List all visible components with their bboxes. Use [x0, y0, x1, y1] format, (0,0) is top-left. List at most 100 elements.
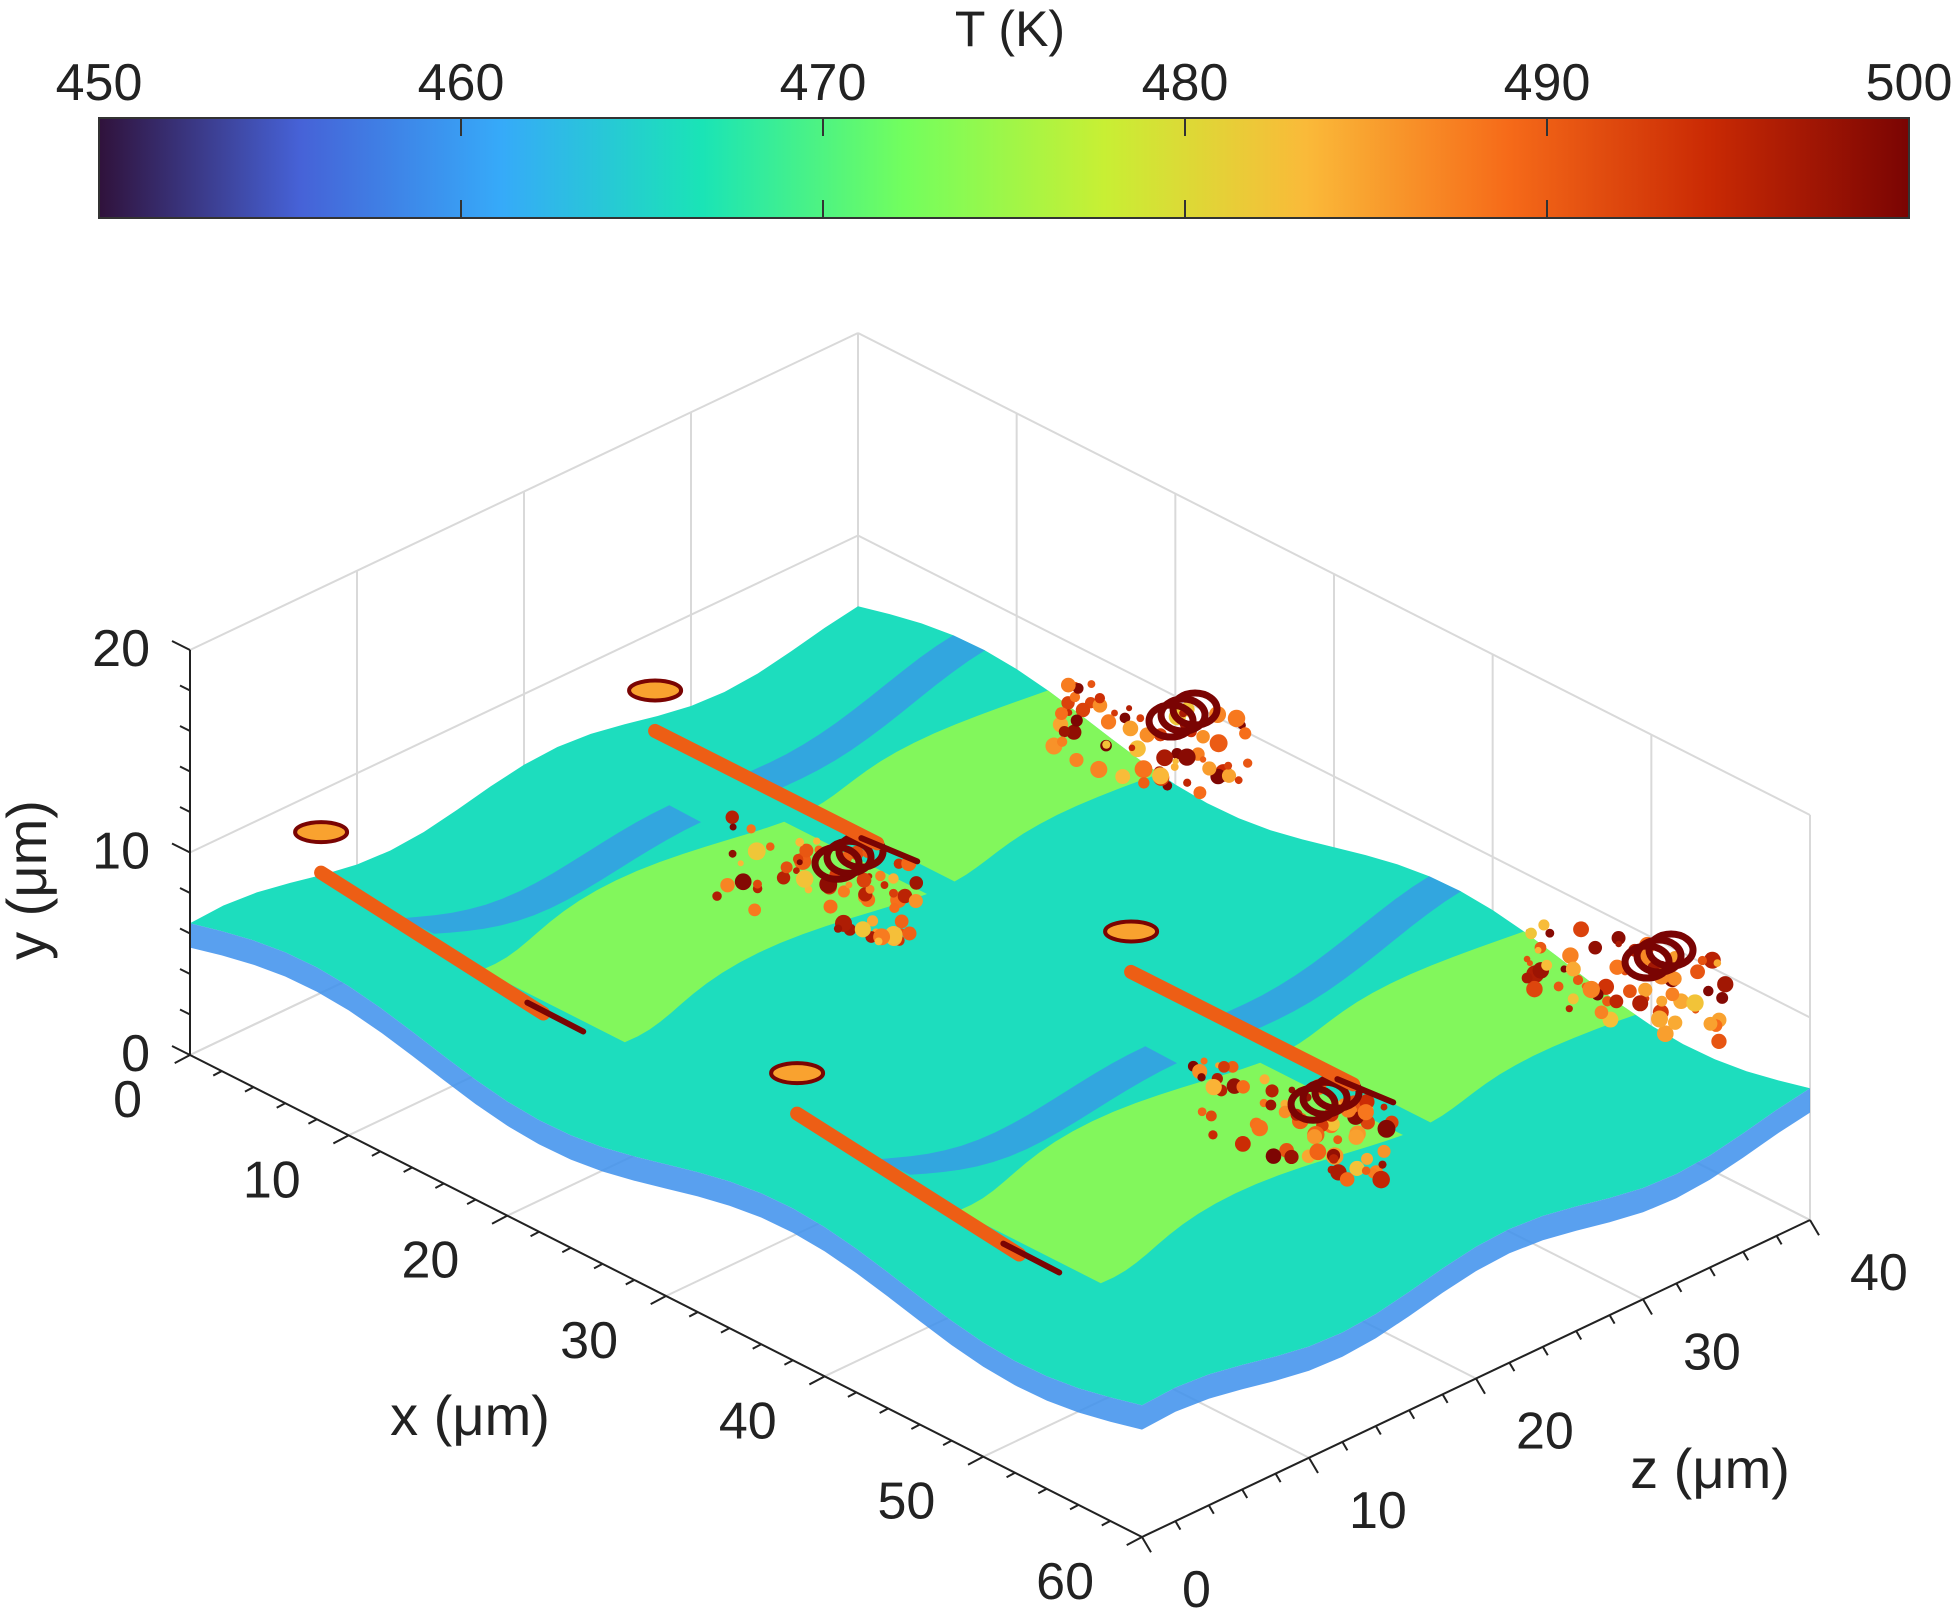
droplet	[766, 842, 775, 851]
axis-tick-label: 0	[121, 1025, 150, 1083]
droplet	[1060, 677, 1076, 693]
axis-tick-mark	[783, 1359, 794, 1366]
droplet	[1205, 1079, 1222, 1096]
droplet	[734, 873, 752, 891]
colorbar-bar	[98, 117, 1910, 219]
axis-tick-mark	[942, 1439, 953, 1446]
droplet	[1172, 758, 1179, 765]
droplet	[1227, 709, 1246, 728]
droplet	[1582, 980, 1600, 999]
z-axis-label: z (μm)	[1630, 1437, 1790, 1500]
droplet	[1615, 940, 1622, 948]
ligament-cap	[769, 1061, 826, 1086]
axis-tick-mark	[1775, 1235, 1783, 1245]
droplet	[875, 870, 886, 882]
droplet	[1234, 776, 1243, 785]
droplet	[1703, 1016, 1718, 1031]
axis-tick-mark	[1642, 1298, 1653, 1316]
droplet	[720, 877, 735, 893]
axis-tick-mark	[491, 1214, 508, 1225]
axis-tick-mark	[650, 1295, 667, 1305]
droplet	[1651, 1010, 1668, 1028]
axis-tick-mark	[1809, 1219, 1820, 1236]
droplet	[1197, 1073, 1206, 1082]
hot-filament	[648, 723, 885, 851]
axis-tick-mark	[1575, 1330, 1583, 1340]
axis-tick-mark	[1541, 1346, 1549, 1356]
droplet	[845, 881, 853, 889]
droplet	[1609, 959, 1625, 975]
droplet	[1136, 714, 1145, 723]
droplet	[1069, 752, 1084, 768]
droplet	[1100, 714, 1117, 730]
ligament-loop	[1645, 930, 1697, 970]
x-axis-label: x (μm)	[390, 1384, 550, 1447]
axis-tick-mark	[1708, 1267, 1716, 1277]
droplet	[1075, 702, 1091, 718]
droplet	[746, 824, 756, 834]
grid-line	[857, 534, 1811, 1019]
axis-tick-mark	[434, 1182, 445, 1189]
axis-tick-mark	[1141, 1536, 1152, 1553]
droplet	[725, 810, 739, 824]
droplet	[1521, 972, 1533, 984]
droplet	[1656, 1025, 1674, 1043]
droplet	[1703, 985, 1714, 997]
droplet	[1602, 996, 1613, 1007]
ligament-loop	[1169, 689, 1221, 729]
droplet	[1066, 724, 1082, 740]
droplet	[1623, 984, 1637, 999]
droplet	[793, 867, 800, 874]
droplet	[1716, 991, 1729, 1004]
droplet	[1243, 758, 1253, 768]
droplet	[1553, 981, 1564, 992]
droplet	[909, 876, 924, 890]
droplet	[1562, 947, 1579, 964]
droplet	[1361, 1152, 1374, 1165]
axis-tick-mark	[1508, 1362, 1516, 1372]
axis-tick-label: 30	[1683, 1323, 1741, 1381]
grid-line	[189, 534, 859, 854]
droplet	[1152, 767, 1170, 785]
axis-tick-mark	[1101, 1520, 1111, 1527]
droplet	[1339, 1172, 1355, 1187]
droplet	[880, 881, 889, 889]
droplet	[1265, 1099, 1277, 1111]
colorbar-tick-label: 450	[56, 54, 143, 112]
droplet	[1567, 993, 1579, 1005]
droplet	[1055, 707, 1068, 720]
axis-tick-label: 40	[1850, 1244, 1908, 1302]
droplet	[893, 858, 905, 869]
axis-tick-mark	[1675, 1282, 1683, 1293]
droplet	[799, 843, 814, 858]
droplet	[902, 926, 917, 941]
droplet	[1265, 1148, 1282, 1164]
axis-tick-mark	[1207, 1504, 1215, 1515]
droplet	[1058, 725, 1071, 738]
droplet	[1361, 1166, 1371, 1176]
axis-tick-mark	[1408, 1409, 1416, 1420]
temperature-surface	[190, 606, 1810, 1430]
axis-tick-mark	[179, 968, 191, 975]
droplet	[1372, 1170, 1390, 1189]
axis-tick-mark	[1341, 1441, 1349, 1451]
axis-tick-mark	[1441, 1393, 1449, 1404]
axis-tick-mark	[174, 1054, 191, 1064]
droplet	[1221, 768, 1237, 783]
wave-crest	[482, 821, 927, 1043]
droplet	[1525, 927, 1537, 940]
droplet	[1309, 1143, 1327, 1161]
axis-tick-mark	[403, 1166, 413, 1173]
axis-tick-mark	[1608, 1314, 1616, 1325]
droplet	[796, 859, 803, 866]
droplet	[1560, 965, 1568, 973]
axis-tick-label: 10	[243, 1151, 301, 1209]
droplet	[813, 837, 821, 845]
droplet	[1122, 720, 1139, 737]
droplet	[1119, 712, 1131, 724]
droplet	[1545, 928, 1555, 938]
droplet	[1667, 1015, 1683, 1030]
axis-tick-mark	[688, 1311, 699, 1318]
droplet	[1259, 1074, 1270, 1085]
axes: x (μm) z (μm) y (μm) 0 10 20 30 40 50 60 0 10 20 3…	[0, 620, 1908, 1619]
